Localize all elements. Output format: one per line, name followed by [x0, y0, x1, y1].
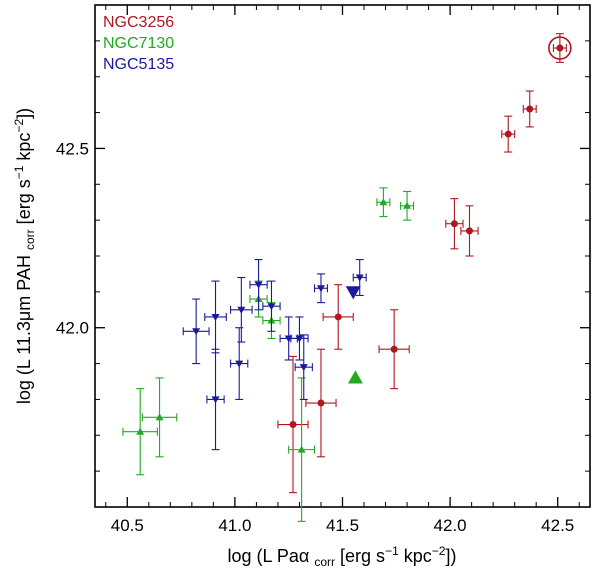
data-point-ngc5135 [294, 334, 313, 400]
data-point-ngc3256 [522, 90, 537, 128]
data-point-ngc7130 [122, 388, 158, 476]
marker [355, 274, 364, 282]
data-point-ngc5135 [262, 280, 281, 332]
axis-ticks [95, 4, 590, 507]
marker [465, 227, 473, 235]
summed-marker-ngc7130 [347, 370, 363, 384]
marker [526, 105, 534, 113]
legend-entry-ngc3256: NGC3256 [103, 14, 174, 31]
summed-marker-ngc5135 [345, 286, 361, 300]
data-point-ngc5135 [206, 348, 225, 451]
marker [235, 360, 244, 368]
data-point-ngc5135 [182, 298, 210, 365]
data-point-ngc3256 [548, 33, 572, 63]
x-tick-label: 41.0 [218, 516, 251, 535]
data-point-ngc3256 [445, 198, 464, 250]
marker [556, 44, 564, 52]
marker [403, 201, 412, 209]
x-axis-label: log (L Paα corr [erg s−1 kpc−2]) [228, 539, 457, 570]
nucleus-ring [548, 36, 572, 60]
data-point-ngc3256 [378, 309, 410, 390]
data-point-ngc3256 [460, 205, 479, 257]
data-point-ngc7130 [376, 187, 391, 218]
marker [155, 413, 164, 421]
plot-frame [94, 4, 591, 508]
marker [211, 313, 220, 321]
data-point-ngc7130 [288, 377, 316, 522]
legend-entry-ngc7130: NGC7130 [103, 35, 174, 52]
marker [316, 285, 325, 293]
data-point-ngc3256 [277, 355, 309, 494]
x-tick-label: 40.5 [111, 516, 144, 535]
marker [334, 313, 342, 321]
marker [379, 198, 388, 206]
marker [297, 445, 306, 453]
y-tick-label: 42.0 [56, 319, 89, 338]
data-point-ngc5135 [204, 280, 227, 354]
marker [192, 328, 201, 336]
x-tick-label: 42.5 [541, 516, 574, 535]
data-point-ngc5135 [290, 316, 309, 361]
data-point-ngc5135 [230, 276, 253, 343]
data-point-ngc7130 [141, 377, 178, 458]
data-marks [122, 33, 572, 522]
marker [390, 345, 398, 353]
data-point-ngc5135 [249, 259, 268, 311]
data-point-ngc5135 [313, 273, 328, 304]
marker [136, 427, 145, 435]
marker [450, 220, 458, 228]
marker [299, 364, 308, 372]
data-point-ngc7130 [400, 190, 415, 221]
marker [295, 335, 304, 343]
legend: NGC3256 NGC7130 NGC5135 [103, 14, 174, 73]
data-point-ngc3256 [501, 115, 516, 153]
data-point-ngc5135 [352, 259, 367, 296]
marker [237, 306, 246, 314]
marker [504, 130, 512, 138]
marker [289, 421, 297, 429]
y-axis-label: log (L 11.3μm PAH corr [erg s−1 kpc−2]) [7, 108, 38, 404]
y-tick-label: 42.5 [56, 139, 89, 158]
x-tick-label: 42.0 [434, 516, 467, 535]
data-point-ngc5135 [230, 327, 249, 400]
marker [267, 303, 276, 311]
marker [254, 281, 263, 289]
axis-tick-labels: 40.5 41.0 41.5 42.0 42.5 42.0 42.5 [56, 139, 574, 535]
marker [317, 399, 325, 407]
data-point-ngc3256 [322, 284, 354, 350]
legend-entry-ngc5135: NGC5135 [103, 56, 174, 73]
marker [211, 396, 220, 404]
x-tick-label: 41.5 [326, 516, 359, 535]
data-point-ngc3256 [305, 348, 337, 458]
